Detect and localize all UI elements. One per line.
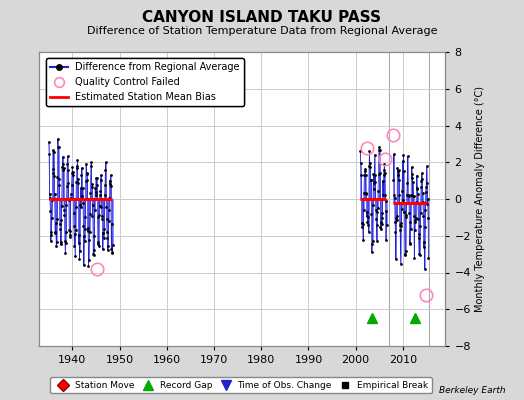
Text: CANYON ISLAND TAKU PASS: CANYON ISLAND TAKU PASS [143, 10, 381, 25]
Legend: Difference from Regional Average, Quality Control Failed, Estimated Station Mean: Difference from Regional Average, Qualit… [46, 58, 244, 106]
Y-axis label: Monthly Temperature Anomaly Difference (°C): Monthly Temperature Anomaly Difference (… [475, 86, 485, 312]
Text: Berkeley Earth: Berkeley Earth [439, 386, 506, 395]
Text: Difference of Station Temperature Data from Regional Average: Difference of Station Temperature Data f… [87, 26, 437, 36]
Legend: Station Move, Record Gap, Time of Obs. Change, Empirical Break: Station Move, Record Gap, Time of Obs. C… [50, 377, 432, 394]
